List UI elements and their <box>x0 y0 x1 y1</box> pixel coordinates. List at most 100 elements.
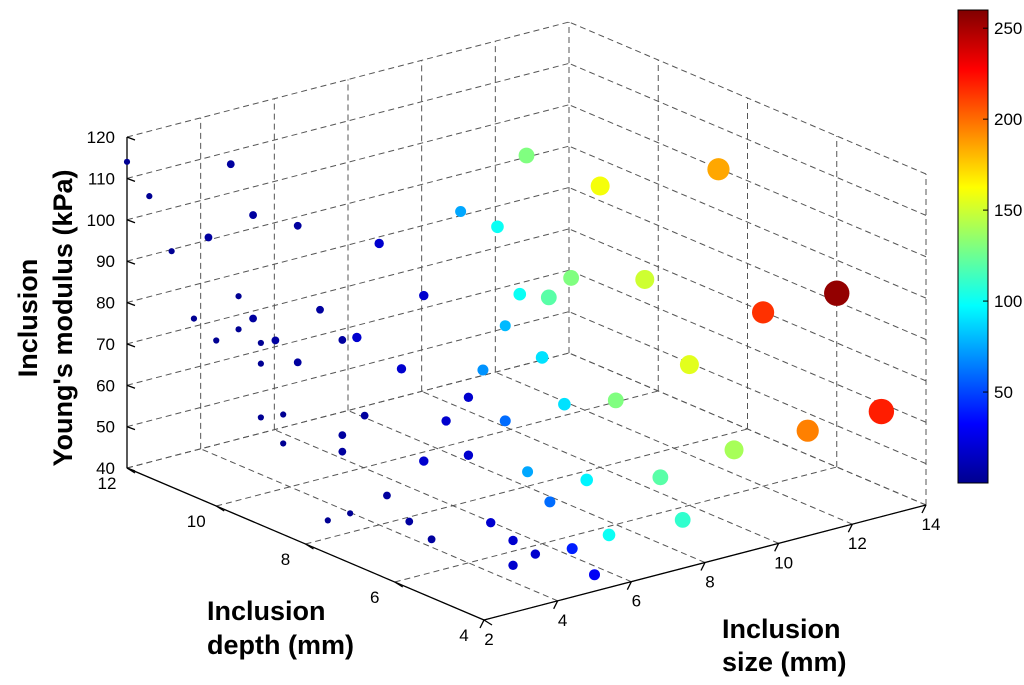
data-point <box>213 337 220 344</box>
z-tick-label: 60 <box>96 376 115 395</box>
z-axis-label-line1: Inclusion <box>13 259 43 378</box>
back-grid-z <box>126 311 570 428</box>
x-tick-mark <box>921 504 927 514</box>
grid-lines <box>126 21 927 621</box>
y-tick-mark <box>215 505 225 512</box>
x-tick-mark <box>774 543 780 552</box>
data-point <box>347 510 354 517</box>
data-point <box>374 238 384 249</box>
z-tick-mark <box>126 301 136 307</box>
colorbar: 50 100 150 200 250 <box>957 9 1022 484</box>
data-point <box>463 392 474 403</box>
data-point <box>491 220 504 234</box>
data-point <box>589 569 600 581</box>
data-point <box>249 211 257 219</box>
y-axis-label-line2: depth (mm) <box>207 630 354 660</box>
data-point <box>360 411 369 420</box>
data-point <box>508 560 518 570</box>
z-tick-label: 100 <box>87 211 115 230</box>
data-point <box>868 398 895 425</box>
y-tick-label: 10 <box>187 512 206 531</box>
data-point <box>405 517 414 526</box>
data-point <box>508 535 518 546</box>
side-grid-z <box>568 104 927 258</box>
side-grid-z <box>568 269 927 423</box>
data-point <box>338 431 347 440</box>
data-point <box>751 301 775 324</box>
data-point <box>190 315 198 322</box>
y-tick-label: 8 <box>281 550 290 569</box>
back-grid-z <box>126 228 570 345</box>
back-grid-z <box>126 104 570 221</box>
data-point <box>146 193 153 200</box>
z-tick-mark <box>126 384 136 389</box>
x-tick-label: 4 <box>558 611 567 630</box>
z-tick-mark <box>126 136 136 141</box>
z-tick-mark <box>126 177 136 182</box>
data-point <box>396 364 407 374</box>
floor-grid-y <box>216 390 659 507</box>
data-point <box>226 160 235 169</box>
z-tick-mark <box>126 467 136 472</box>
x-tick-mark <box>700 562 706 571</box>
data-point <box>204 233 213 242</box>
y-tick-label: 12 <box>98 474 117 493</box>
back-grid-z <box>126 187 570 303</box>
data-point <box>293 221 302 230</box>
side-grid-z <box>568 352 927 506</box>
colorbar-tick-label: 50 <box>994 383 1013 402</box>
data-point <box>499 415 511 427</box>
colorbar-tick-label: 200 <box>994 110 1022 129</box>
axes-box <box>126 137 927 621</box>
data-point <box>280 411 287 418</box>
z-tick-label: 50 <box>96 418 115 437</box>
data-point <box>352 332 362 343</box>
colorbar-gradient <box>957 9 989 484</box>
x-axis-label: Inclusion <box>722 614 841 644</box>
data-point <box>271 336 280 345</box>
x-tick-label: 8 <box>705 573 714 592</box>
floor-grid-y <box>394 466 837 583</box>
data-point <box>607 392 624 409</box>
y-tick-mark <box>483 619 493 626</box>
floor-grid-x <box>200 448 558 602</box>
data-point <box>530 549 541 559</box>
x-tick-mark <box>479 619 485 629</box>
z-tick-label: 40 <box>96 459 115 478</box>
floor-grid-x <box>347 410 706 563</box>
data-point <box>563 270 580 286</box>
data-point <box>544 496 556 508</box>
back-grid-z <box>126 269 570 386</box>
data-point <box>674 512 691 528</box>
data-point <box>679 355 699 375</box>
y-axis-label-line1: Inclusion <box>207 596 326 626</box>
data-point <box>513 287 527 301</box>
y-tick-mark <box>305 543 314 550</box>
y-tick-label: 4 <box>459 626 468 645</box>
side-grid-z <box>568 228 927 382</box>
data-point <box>535 351 549 364</box>
data-point <box>499 320 511 332</box>
data-point <box>652 469 669 486</box>
back-grid-z <box>126 62 570 179</box>
data-point <box>455 206 467 218</box>
data-point <box>580 473 594 487</box>
colorbar-tick-label: 250 <box>994 19 1022 38</box>
data-point <box>419 456 429 466</box>
data-point <box>602 528 616 542</box>
side-grid-z <box>568 187 927 340</box>
z-tick-mark <box>126 343 136 348</box>
x-tick-label: 6 <box>632 592 641 611</box>
x-tick-label: 2 <box>484 630 493 649</box>
x-tick-mark <box>847 523 853 533</box>
floor-grid-y <box>305 428 748 545</box>
data-point <box>235 326 242 333</box>
data-point <box>257 360 264 367</box>
data-point <box>249 314 257 323</box>
side-grid-z <box>568 145 927 299</box>
data-point <box>558 397 571 411</box>
data-point <box>257 414 264 421</box>
data-point <box>280 440 287 447</box>
